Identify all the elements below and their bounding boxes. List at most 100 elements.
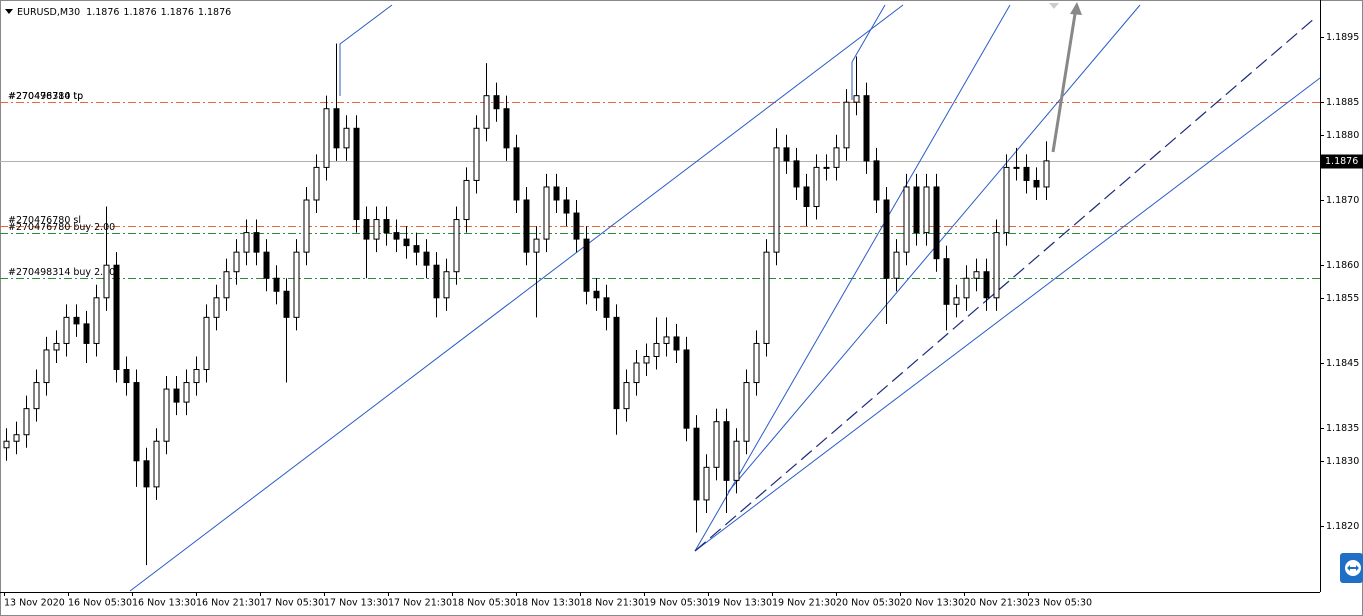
- candle-body: [793, 160, 800, 188]
- y-tick-label: 1.1820: [1326, 521, 1359, 532]
- candle-body: [1043, 160, 1050, 188]
- order-label: #270498314 buy 2.00: [8, 267, 115, 278]
- candle-body: [133, 382, 140, 462]
- candle-body: [713, 421, 720, 468]
- x-tick-label: 16 Nov 13:30: [132, 598, 196, 609]
- forecast-arrow-head: [1070, 2, 1082, 15]
- trend-line: [694, 4, 1011, 552]
- candle-body: [983, 271, 990, 299]
- candle-body: [543, 186, 550, 240]
- candle-body: [883, 199, 890, 279]
- trend-lines: [129, 4, 1321, 592]
- teamviewer-icon: [1340, 553, 1363, 583]
- candle-body: [273, 277, 280, 292]
- candle-body: [773, 147, 780, 253]
- bid-box: [1321, 154, 1363, 169]
- candle-body: [933, 186, 940, 260]
- candle-body: [703, 466, 710, 501]
- candles: [3, 43, 1050, 566]
- forecast-arrow: [1051, 13, 1077, 153]
- candle-body: [503, 108, 510, 149]
- candle-body: [823, 166, 830, 169]
- candle-body: [863, 95, 870, 162]
- candle-body: [553, 186, 560, 201]
- candle-body: [963, 277, 970, 299]
- candle-body: [453, 219, 460, 273]
- candle-body: [343, 127, 350, 149]
- candle-body: [913, 186, 920, 234]
- candle-body: [923, 186, 930, 234]
- candle-body: [203, 316, 210, 371]
- candle-body: [223, 271, 230, 299]
- quote: 1.1876: [161, 7, 194, 18]
- candle-body: [683, 349, 690, 429]
- x-tick-label: 18 Nov 21:30: [580, 598, 644, 609]
- candle-body: [653, 342, 660, 357]
- candle-body: [33, 382, 40, 410]
- candle-body: [853, 95, 860, 103]
- candle-body: [493, 95, 500, 110]
- candle-body: [663, 336, 670, 344]
- candle-body: [1003, 166, 1010, 234]
- order-label: #270476780 tp: [8, 91, 83, 102]
- candle-body: [283, 290, 290, 318]
- candle-body: [113, 264, 120, 371]
- candle-body: [483, 95, 490, 129]
- candle-body: [143, 460, 150, 488]
- candle-body: [313, 166, 320, 201]
- candle-body: [763, 251, 770, 344]
- candle-body: [803, 186, 810, 208]
- candle-body: [263, 251, 270, 279]
- x-tick-label: 19 Nov 13:30: [708, 598, 772, 609]
- quote: 1.1876: [86, 7, 119, 18]
- candle-body: [243, 232, 250, 253]
- candle-body: [93, 297, 100, 344]
- candle-body: [213, 297, 220, 318]
- candle-body: [513, 147, 520, 201]
- order-label: #270476780 sl: [8, 215, 81, 226]
- y-tick-label: 1.1845: [1326, 358, 1359, 369]
- candle-body: [993, 232, 1000, 299]
- order-label: #270498314 tp: [8, 91, 83, 102]
- candle-body: [573, 212, 580, 240]
- x-tick-label: 19 Nov 05:30: [644, 598, 708, 609]
- y-tick-label: 1.1895: [1326, 32, 1359, 43]
- x-tick-label: 23 Nov 05:30: [1028, 598, 1092, 609]
- candle-body: [383, 219, 390, 234]
- candle-body: [613, 316, 620, 410]
- candle-body: [873, 160, 880, 201]
- y-tick-label: 1.1885: [1326, 97, 1359, 108]
- candle-body: [833, 147, 840, 168]
- order-label: #270476780 buy 2.00: [8, 222, 115, 233]
- y-tick-label: 1.1870: [1326, 195, 1359, 206]
- candle-body: [813, 166, 820, 208]
- candle-body: [903, 186, 910, 253]
- candle-body: [123, 369, 130, 384]
- candle-body: [303, 199, 310, 253]
- header-text: EURUSD,M30 1.1876 1.1876 1.1876 1.1876: [17, 7, 231, 18]
- candle-body: [373, 219, 380, 240]
- x-tick-label: 20 Nov 05:30: [836, 598, 900, 609]
- x-tick-label: 20 Nov 13:30: [900, 598, 964, 609]
- symbol: EURUSD,M30: [17, 7, 80, 18]
- x-tick-label: 18 Nov 05:30: [452, 598, 516, 609]
- x-tick-label: 16 Nov 21:30: [196, 598, 260, 609]
- candle-body: [433, 264, 440, 299]
- candle-body: [843, 101, 850, 149]
- candle-body: [1013, 166, 1020, 169]
- candle-body: [233, 251, 240, 273]
- candle-body: [423, 251, 430, 266]
- x-tick-label: 19 Nov 21:30: [772, 598, 836, 609]
- quote: 1.1876: [198, 7, 231, 18]
- x-tick-label: 17 Nov 21:30: [388, 598, 452, 609]
- candle-body: [943, 258, 950, 305]
- candle-body: [463, 179, 470, 221]
- candle-body: [593, 290, 600, 299]
- candle-body: [253, 232, 260, 253]
- x-tick-label: 18 Nov 13:30: [516, 598, 580, 609]
- x-tick-label: 16 Nov 05:30: [68, 598, 132, 609]
- candle-body: [153, 440, 160, 488]
- candle-body: [583, 238, 590, 292]
